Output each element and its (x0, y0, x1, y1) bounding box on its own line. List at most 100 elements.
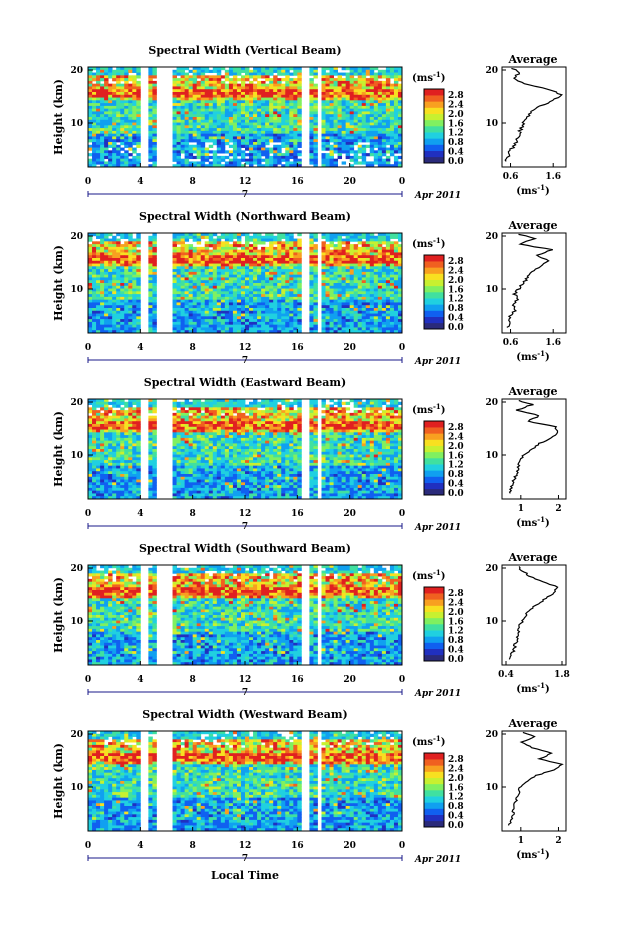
heatmap-cell (128, 319, 133, 323)
heatmap-cell (92, 255, 97, 259)
heatmap-cell (108, 164, 113, 168)
heatmap-cell (337, 330, 343, 334)
heatmap-cell (100, 122, 105, 126)
heatmap-cell (200, 114, 206, 118)
heatmap-cell (265, 92, 270, 96)
colorbar-tick-label: 2.0 (448, 110, 464, 120)
heatmap-cell (128, 291, 133, 295)
heatmap-cell (269, 125, 274, 129)
heatmap-cell (345, 266, 351, 270)
heatmap-cell (361, 291, 367, 295)
heatmap-cell (196, 288, 202, 292)
heatmap-cell (236, 316, 242, 320)
heatmap-cell (309, 302, 314, 306)
heatmap-cell (204, 83, 210, 87)
heatmap-cell (92, 277, 97, 281)
heatmap-cell (148, 78, 153, 82)
heatmap-cell (112, 164, 117, 168)
heatmap-cell (261, 130, 266, 135)
heatmap-cell (373, 241, 379, 245)
heatmap-cell (124, 128, 129, 132)
heatmap-cell (365, 67, 371, 71)
heatmap-cell (313, 233, 318, 237)
heatmap-cell (285, 280, 290, 284)
heatmap-cell (329, 305, 334, 309)
heatmap-cell (132, 313, 137, 317)
heatmap-cell (385, 161, 391, 165)
heatmap-cell (132, 283, 137, 287)
heatmap-cell (220, 310, 226, 314)
heatmap-cell (289, 153, 294, 157)
heatmap-cell (188, 69, 194, 73)
heatmap-cell (289, 128, 294, 132)
heatmap-cell (152, 144, 157, 148)
heatmap-cell (104, 285, 109, 289)
heatmap-cell (232, 313, 238, 317)
heatmap-cell (236, 108, 242, 112)
heatmap-cell (249, 285, 254, 289)
heatmap-cell (369, 310, 375, 314)
heatmap-cell (309, 249, 314, 253)
heatmap-cell (313, 280, 318, 284)
heatmap-cell (228, 310, 234, 314)
heatmap-cell (313, 67, 318, 71)
heatmap-cell (172, 119, 177, 123)
heatmap-cell (309, 119, 314, 123)
heatmap-cell (88, 401, 93, 405)
heatmap-cell (136, 280, 141, 284)
heatmap-cell (269, 164, 274, 168)
heatmap-cell (321, 249, 326, 253)
heatmap-cell (148, 92, 153, 96)
heatmap-cell (337, 401, 343, 405)
heatmap-cell (184, 119, 190, 123)
heatmap-cell (333, 136, 338, 140)
heatmap-cell (240, 114, 246, 118)
avg-y-tick-label: 20 (485, 232, 498, 242)
heatmap-cell (377, 97, 383, 101)
heatmap-cell (188, 86, 194, 90)
heatmap-cell (132, 252, 137, 256)
heatmap-cell (208, 401, 214, 405)
heatmap-cell (333, 161, 338, 165)
heatmap-cell (240, 271, 246, 276)
heatmap-cell (120, 86, 125, 90)
heatmap-cell (309, 288, 314, 292)
heatmap-cell (257, 260, 262, 264)
heatmap-cell (333, 324, 338, 328)
heatmap-cell (212, 291, 218, 295)
heatmap-cell (281, 294, 286, 298)
heatmap-cell (269, 83, 274, 87)
heatmap-cell (184, 111, 190, 115)
heatmap-cell (293, 158, 298, 162)
heatmap-cell (397, 401, 403, 405)
heatmap-cell (148, 260, 153, 264)
heatmap-cell (273, 155, 278, 160)
heatmap-cell (240, 86, 246, 90)
heatmap-cell (136, 153, 141, 157)
heatmap-cell (184, 404, 190, 408)
heatmap-cell (309, 277, 314, 281)
heatmap-cell (172, 252, 177, 256)
heatmap-cell (216, 78, 222, 82)
heatmap-cell (120, 139, 125, 143)
heatmap-cell (265, 308, 270, 312)
heatmap-cell (96, 302, 101, 306)
heatmap-cell (261, 324, 266, 328)
heatmap-cell (285, 399, 290, 403)
panel-1: Spectral Width (Vertical Beam)2010Height… (52, 44, 567, 201)
heatmap-cell (289, 285, 294, 289)
heatmap-cell (120, 69, 125, 73)
heatmap-cell (212, 249, 218, 253)
heatmap-cell (176, 67, 181, 71)
heatmap-cell (261, 330, 266, 334)
heatmap-cell (321, 147, 326, 151)
heatmap-cell (337, 128, 343, 132)
heatmap-cell (100, 164, 105, 168)
heatmap-cell (385, 288, 391, 292)
heatmap-cell (273, 246, 278, 251)
heatmap-cell (100, 305, 105, 309)
heatmap-cell (240, 252, 246, 256)
heatmap-cell (180, 89, 186, 93)
heatmap-cell (96, 296, 101, 301)
heatmap-cell (365, 97, 371, 101)
